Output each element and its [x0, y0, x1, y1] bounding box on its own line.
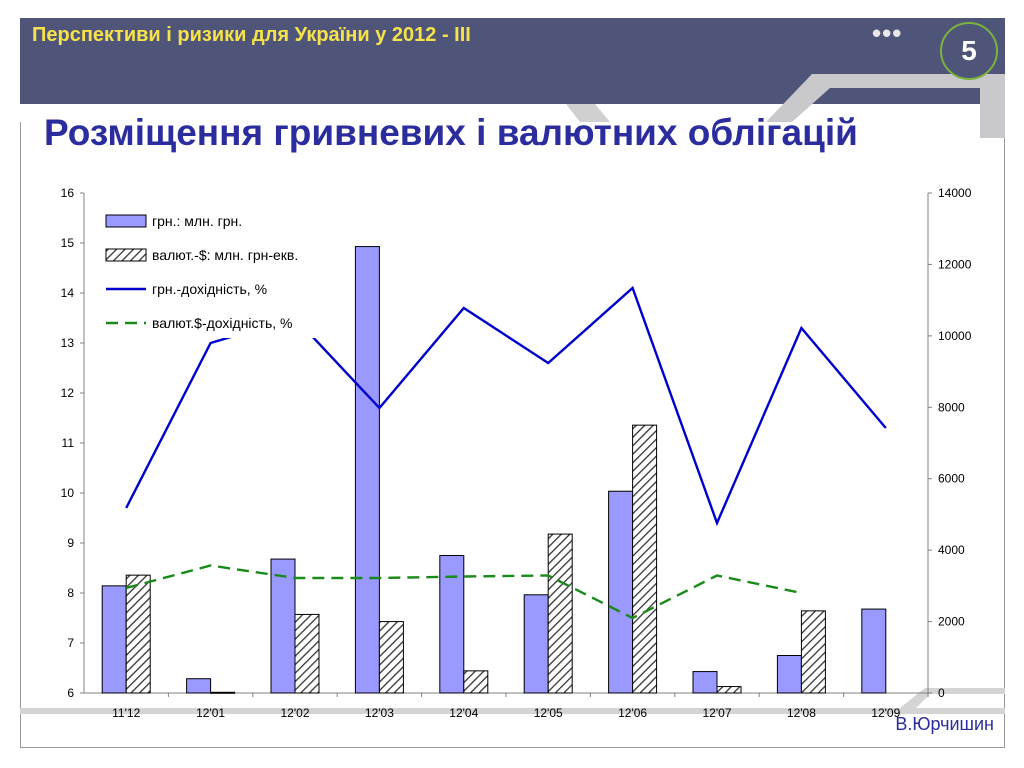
- right-tick-label: 8000: [938, 400, 965, 414]
- bar-fx: [294, 613, 320, 694]
- bar-uah: [354, 246, 380, 694]
- legend-label: грн.: млн. грн.: [152, 213, 242, 229]
- legend-swatch: [105, 214, 147, 228]
- author-name: В.Юрчишин: [895, 714, 994, 734]
- left-tick-label: 8: [67, 586, 74, 600]
- left-tick-label: 14: [61, 286, 75, 300]
- legend-label: грн.-дохідність, %: [152, 281, 267, 297]
- bar-fx: [716, 686, 742, 694]
- right-tick-label: 12000: [938, 257, 972, 271]
- right-tick-label: 2000: [938, 615, 965, 629]
- bar-uah: [270, 558, 296, 694]
- bar-uah: [776, 655, 802, 694]
- bar-fx: [800, 610, 826, 694]
- x-tick-label: 12'03: [365, 706, 394, 720]
- bar-fx: [632, 424, 658, 694]
- right-tick-label: 6000: [938, 472, 965, 486]
- bar-fx: [125, 574, 151, 694]
- x-tick-label: 12'07: [703, 706, 732, 720]
- bar-uah: [523, 594, 549, 694]
- right-tick-label: 14000: [938, 186, 972, 200]
- left-tick-label: 11: [62, 436, 75, 450]
- bar-fx: [463, 670, 489, 694]
- x-tick-label: 12'01: [196, 706, 225, 720]
- left-tick-label: 7: [67, 636, 74, 650]
- left-tick-label: 16: [61, 186, 75, 200]
- right-tick-label: 4000: [938, 543, 965, 557]
- legend-swatch: [105, 248, 147, 262]
- bar-uah: [861, 608, 887, 694]
- x-tick-label: 12'09: [871, 706, 900, 720]
- bar-uah: [608, 490, 634, 694]
- left-tick-label: 12: [61, 386, 75, 400]
- bar-fx: [210, 691, 236, 694]
- right-tick-label: 10000: [938, 329, 972, 343]
- legend-label: валют.$-дохідність, %: [152, 315, 292, 331]
- bar-fx: [378, 621, 404, 694]
- left-tick-label: 9: [67, 536, 74, 550]
- bar-uah: [101, 585, 127, 694]
- x-tick-label: 12'06: [618, 706, 647, 720]
- x-tick-label: 12'04: [449, 706, 478, 720]
- left-tick-label: 6: [67, 686, 74, 700]
- x-tick-label: 12'02: [281, 706, 310, 720]
- right-tick-label: 0: [938, 686, 945, 700]
- slide-number-badge: 5: [940, 22, 998, 80]
- bar-uah: [692, 671, 718, 694]
- header-band: [20, 18, 1005, 104]
- legend-label: валют.-$: млн. грн-екв.: [152, 247, 298, 263]
- left-tick-label: 15: [61, 236, 75, 250]
- x-tick-label: 11'12: [112, 706, 140, 720]
- more-dots-icon: •••: [872, 18, 903, 48]
- header-decoration: [20, 74, 1005, 138]
- left-tick-label: 10: [61, 486, 75, 500]
- left-tick-label: 13: [61, 336, 75, 350]
- x-tick-label: 12'08: [787, 706, 816, 720]
- line-fx-yield: [125, 564, 802, 620]
- x-tick-label: 12'05: [534, 706, 563, 720]
- bar-fx: [547, 533, 573, 694]
- footer-decoration: [20, 688, 1005, 714]
- header-title: Перспективи і ризики для України у 2012 …: [32, 24, 471, 46]
- page-title: Розміщення гривневих і валютних облігаці…: [44, 112, 858, 153]
- bar-uah: [186, 678, 212, 694]
- bar-uah: [439, 555, 465, 694]
